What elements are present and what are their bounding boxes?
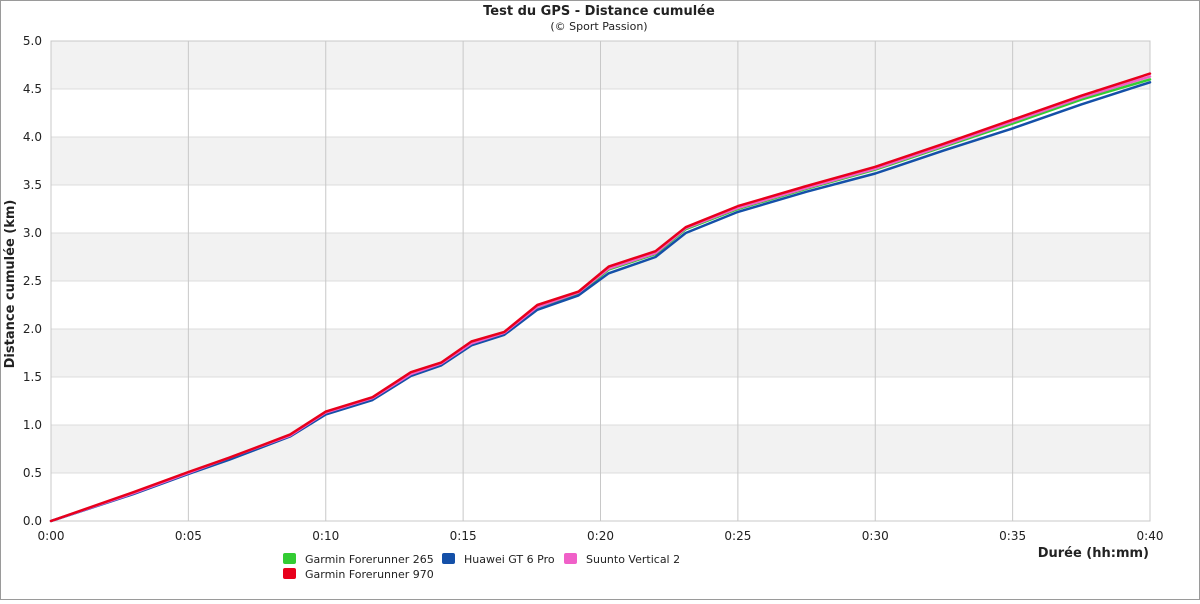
y-tick-label: 0.5 — [23, 466, 42, 480]
legend-label: Huawei GT 6 Pro — [464, 553, 555, 566]
legend-label: Garmin Forerunner 265 — [305, 553, 434, 566]
legend-item: Huawei GT 6 Pro — [442, 553, 555, 566]
x-tick-label: 0:25 — [724, 529, 751, 543]
legend-swatch — [442, 553, 455, 564]
legend-swatch — [283, 568, 296, 579]
series-line-garmin-forerunner-970 — [49, 72, 1152, 523]
y-tick-label: 5.0 — [23, 34, 42, 48]
y-axis-title: Distance cumulée (km) — [3, 200, 18, 369]
x-tick-label: 0:40 — [1137, 529, 1164, 543]
x-tick-label: 0:05 — [175, 529, 202, 543]
legend-item: Garmin Forerunner 970 — [283, 568, 434, 581]
plot-border — [50, 40, 1151, 522]
y-tick-label: 1.5 — [23, 370, 42, 384]
series-lines — [49, 72, 1152, 523]
x-tick-label: 0:10 — [312, 529, 339, 543]
legend-item: Garmin Forerunner 265 — [283, 553, 434, 566]
legend-item: Suunto Vertical 2 — [564, 553, 680, 566]
y-tick-label: 2.5 — [23, 274, 42, 288]
y-axis-tick-labels: 0.0 0.5 1.0 1.5 2.0 2.5 3.0 3.5 4.0 4.5 5.0 — [23, 34, 42, 528]
chart-subtitle: (© Sport Passion) — [550, 20, 647, 33]
legend-label: Suunto Vertical 2 — [586, 553, 680, 566]
legend: Garmin Forerunner 265 Huawei GT 6 Pro Suun… — [283, 553, 680, 581]
y-tick-label: 4.5 — [23, 82, 42, 96]
y-tick-label: 1.0 — [23, 418, 42, 432]
x-tick-label: 0:00 — [38, 529, 65, 543]
x-tick-label: 0:15 — [450, 529, 477, 543]
legend-swatch — [283, 553, 296, 564]
x-tick-label: 0:30 — [862, 529, 889, 543]
y-tick-label: 3.5 — [23, 178, 42, 192]
y-tick-label: 2.0 — [23, 322, 42, 336]
x-axis-title: Durée (hh:mm) — [1038, 546, 1149, 561]
x-axis-tick-labels: 0:00 0:05 0:10 0:15 0:20 0:25 0:30 0:35 0:40 — [38, 529, 1164, 543]
y-tick-label: 3.0 — [23, 226, 42, 240]
legend-label: Garmin Forerunner 970 — [305, 568, 434, 581]
y-tick-label: 0.0 — [23, 514, 42, 528]
x-tick-label: 0:35 — [999, 529, 1026, 543]
y-tick-label: 4.0 — [23, 130, 42, 144]
chart-title: Test du GPS - Distance cumulée — [483, 4, 715, 19]
legend-swatch — [564, 553, 577, 564]
x-tick-label: 0:20 — [587, 529, 614, 543]
